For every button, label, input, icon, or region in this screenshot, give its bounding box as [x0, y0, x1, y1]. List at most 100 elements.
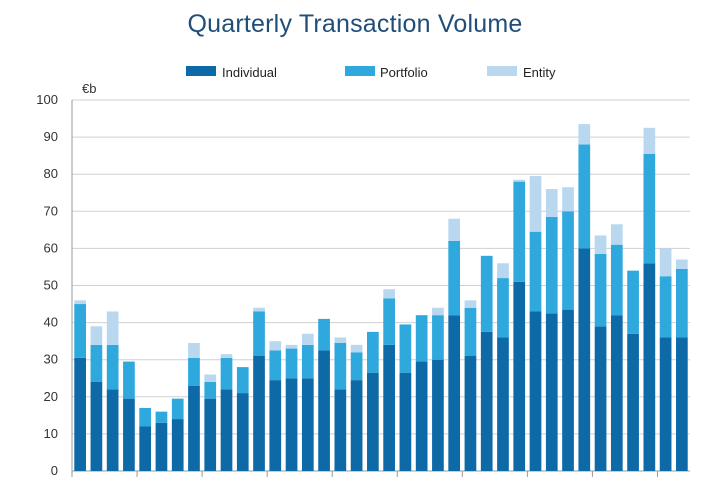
- axes: 0 10 20 30 40 50 60 70 80 90 100: [36, 92, 690, 478]
- legend-label-individual: Individual: [222, 65, 277, 80]
- bar-segment-portfolio: [334, 343, 347, 390]
- bar-segment-entity: [610, 224, 623, 245]
- bar-segment-individual: [90, 381, 103, 471]
- legend: Individual Portfolio Entity: [186, 65, 556, 80]
- bar-segment-individual: [497, 337, 509, 471]
- bar-segment-portfolio: [123, 361, 135, 399]
- bar-segment-entity: [513, 179, 526, 182]
- legend-swatch-entity: [487, 66, 517, 76]
- bar-segment-entity: [594, 235, 607, 254]
- y-tick-label: 10: [44, 426, 58, 441]
- bar-segment-individual: [350, 380, 363, 471]
- bar-segment-portfolio: [188, 357, 200, 386]
- bar-segment-entity: [334, 337, 347, 343]
- bar-segment-portfolio: [562, 211, 574, 310]
- bar-segment-entity: [545, 189, 558, 217]
- bar-segment-individual: [123, 398, 135, 471]
- bar-segment-portfolio: [171, 398, 184, 420]
- bar-segment-individual: [627, 333, 639, 471]
- bar-segment-portfolio: [139, 407, 152, 427]
- bar-segment-individual: [415, 361, 428, 471]
- y-unit-label: €b: [82, 81, 96, 96]
- legend-label-entity: Entity: [523, 65, 556, 80]
- bar-segment-portfolio: [155, 411, 168, 423]
- bar-segment-entity: [106, 311, 119, 345]
- bar-segment-portfolio: [578, 144, 591, 249]
- bar-segment-portfolio: [90, 344, 103, 382]
- bar-segment-individual: [545, 313, 558, 471]
- bar-segment-entity: [253, 307, 265, 312]
- y-tick-label: 40: [44, 315, 58, 330]
- bar-segment-individual: [106, 389, 119, 471]
- bar-segment-portfolio: [367, 331, 379, 373]
- bar-segment-portfolio: [74, 304, 86, 358]
- bar-segment-entity: [432, 307, 444, 316]
- bar-segment-individual: [253, 355, 265, 471]
- bar-segment-portfolio: [627, 270, 639, 334]
- bar-segment-entity: [659, 248, 672, 277]
- y-tick-label: 80: [44, 166, 58, 181]
- bar-segment-entity: [676, 259, 688, 269]
- bar-segment-portfolio: [432, 315, 444, 360]
- y-tick-label: 90: [44, 129, 58, 144]
- bar-segment-portfolio: [464, 307, 477, 356]
- bar-segment-portfolio: [659, 276, 672, 338]
- bar-segment-portfolio: [220, 357, 233, 390]
- bar-segment-portfolio: [497, 278, 509, 338]
- legend-swatch-portfolio: [345, 66, 375, 76]
- bar-segment-portfolio: [236, 367, 249, 394]
- bar-segment-individual: [318, 350, 330, 471]
- bar-segment-portfolio: [318, 318, 330, 351]
- bar-segment-entity: [74, 300, 86, 305]
- bar-segment-individual: [188, 385, 200, 471]
- bar-segment-entity: [529, 176, 542, 232]
- bar-segment-entity: [204, 374, 217, 382]
- bar-segment-portfolio: [285, 348, 298, 379]
- bar-segment-portfolio: [480, 255, 493, 332]
- bar-segment-individual: [204, 398, 217, 471]
- bar-segment-individual: [74, 357, 86, 471]
- bar-segment-portfolio: [610, 244, 623, 316]
- bar-segment-entity: [220, 354, 233, 358]
- bar-segment-entity: [562, 187, 574, 212]
- bar-segment-portfolio: [383, 298, 395, 345]
- bar-segment-portfolio: [594, 253, 607, 327]
- bar-segment-portfolio: [676, 268, 688, 338]
- bar-segment-individual: [269, 380, 282, 471]
- bar-segment-individual: [513, 281, 526, 471]
- bars: [74, 124, 688, 472]
- bar-segment-entity: [285, 344, 298, 349]
- y-tick-label: 30: [44, 352, 58, 367]
- bar-segment-individual: [383, 344, 395, 471]
- bar-segment-individual: [643, 263, 656, 471]
- bar-segment-entity: [448, 218, 461, 241]
- legend-swatch-individual: [186, 66, 216, 76]
- bar-segment-portfolio: [301, 344, 314, 379]
- bar-segment-portfolio: [545, 216, 558, 314]
- bar-segment-portfolio: [269, 350, 282, 381]
- bar-segment-individual: [367, 372, 379, 471]
- bar-segment-individual: [220, 389, 233, 471]
- bar-segment-portfolio: [350, 352, 363, 381]
- bar-segment-individual: [529, 311, 542, 471]
- bar-segment-entity: [350, 344, 363, 353]
- y-tick-label: 50: [44, 278, 58, 293]
- bar-segment-entity: [269, 341, 282, 351]
- bar-segment-portfolio: [204, 381, 217, 399]
- bar-segment-entity: [188, 343, 200, 358]
- bar-segment-individual: [171, 419, 184, 471]
- bar-segment-individual: [562, 309, 574, 471]
- bar-segment-individual: [334, 389, 347, 471]
- bar-segment-individual: [285, 378, 298, 471]
- bar-segment-portfolio: [513, 181, 526, 282]
- bar-segment-portfolio: [399, 324, 412, 373]
- bar-segment-individual: [236, 393, 249, 471]
- bar-segment-entity: [643, 127, 656, 154]
- y-tick-label: 20: [44, 389, 58, 404]
- bar-segment-individual: [676, 337, 688, 471]
- bar-segment-individual: [594, 326, 607, 471]
- y-tick-label: 0: [51, 463, 58, 478]
- bar-segment-portfolio: [415, 315, 428, 362]
- bar-segment-individual: [301, 378, 314, 471]
